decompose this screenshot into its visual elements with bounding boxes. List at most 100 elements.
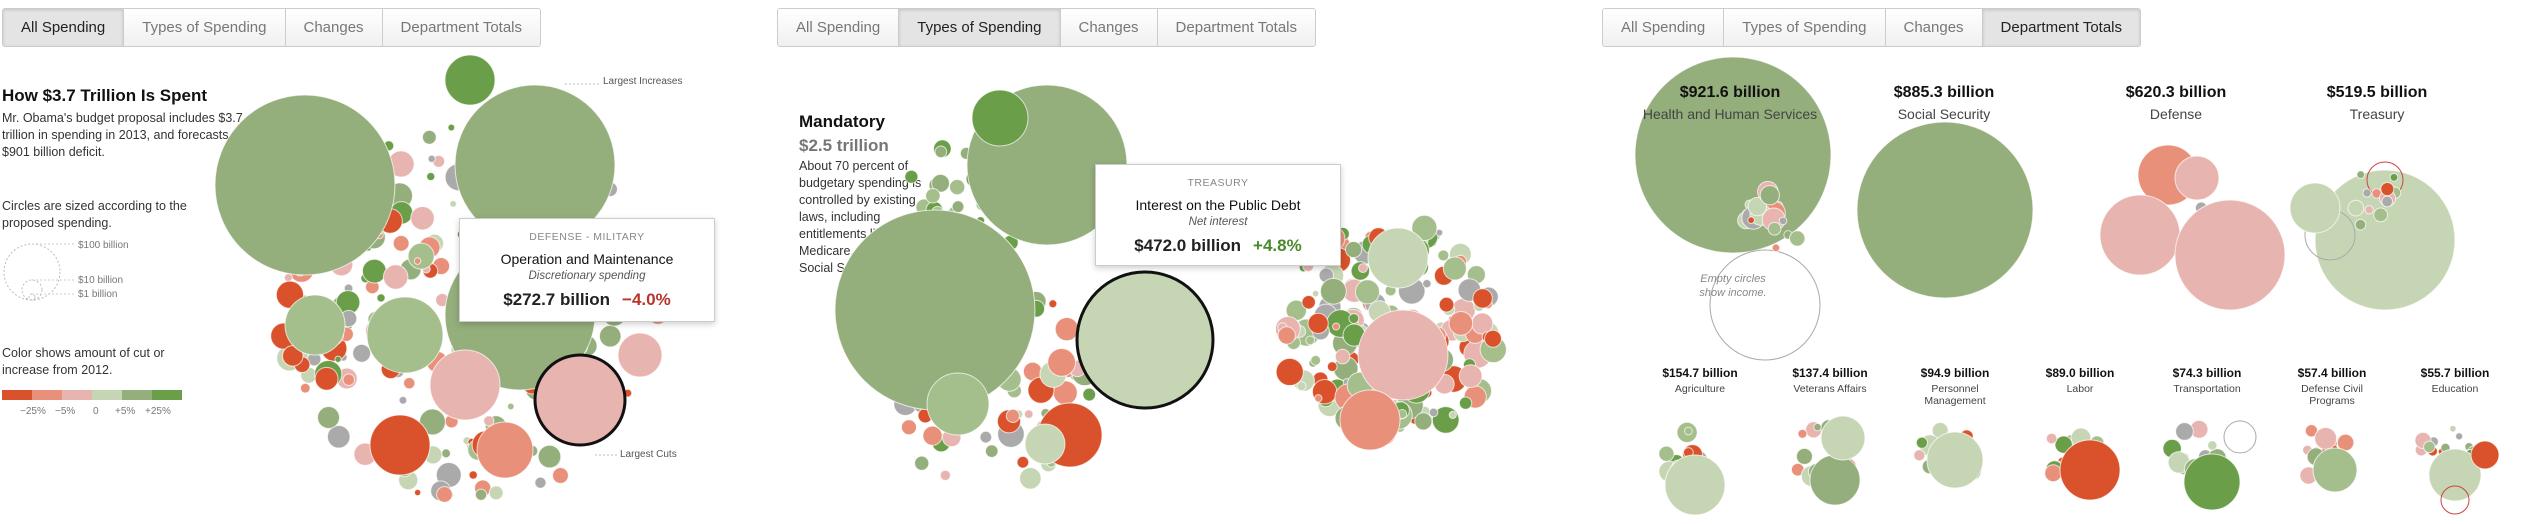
bubble[interactable]	[334, 355, 342, 363]
bubble[interactable]	[2362, 188, 2372, 198]
bubble[interactable]	[413, 488, 422, 497]
bubble[interactable]	[1448, 410, 1457, 420]
bubble[interactable]	[413, 257, 422, 265]
tab-changes[interactable]: Changes	[1060, 9, 1158, 46]
bubble[interactable]	[1277, 326, 1296, 345]
bubble[interactable]	[1348, 313, 1360, 324]
bubble[interactable]	[1054, 317, 1079, 342]
bubble[interactable]	[1082, 387, 1097, 402]
bubble[interactable]	[1344, 240, 1363, 259]
bubble[interactable]	[474, 488, 488, 501]
bubble[interactable]	[436, 486, 453, 503]
bubble[interactable]	[427, 154, 436, 163]
bubble[interactable]	[382, 264, 409, 290]
bubble[interactable]	[398, 395, 408, 405]
tab-types-of-spending[interactable]: Types of Spending	[124, 9, 286, 46]
bubble[interactable]	[429, 349, 501, 421]
bubble[interactable]	[2354, 218, 2367, 231]
bubble[interactable]	[2223, 420, 2257, 454]
bubble[interactable]	[1358, 263, 1368, 274]
bubble[interactable]	[342, 373, 356, 387]
bubble[interactable]	[1024, 423, 1066, 465]
bubble[interactable]	[483, 415, 495, 427]
bubble[interactable]	[410, 205, 435, 231]
bubble[interactable]	[1759, 185, 1780, 206]
bubble[interactable]	[361, 258, 387, 284]
bubble[interactable]	[1437, 249, 1450, 262]
bubble[interactable]	[1820, 415, 1866, 461]
bubble[interactable]	[283, 273, 293, 283]
bubble[interactable]	[934, 145, 948, 159]
bubble[interactable]	[922, 425, 943, 446]
bubble[interactable]	[2207, 440, 2218, 451]
bubble[interactable]	[1926, 431, 1984, 489]
bubble[interactable]	[2455, 432, 2464, 441]
bubble[interactable]	[476, 421, 534, 479]
bubble[interactable]	[1332, 322, 1341, 331]
bubble[interactable]	[1809, 454, 1861, 506]
bubble[interactable]	[2347, 199, 2365, 217]
bubble[interactable]	[407, 242, 435, 270]
bubble[interactable]	[598, 324, 622, 348]
bubble[interactable]	[2183, 453, 2241, 511]
bubble[interactable]	[366, 296, 444, 374]
bubble[interactable]	[979, 430, 993, 444]
bubble[interactable]	[2356, 170, 2366, 179]
bubble[interactable]	[1664, 454, 1726, 516]
tab-types-of-spending[interactable]: Types of Spending	[899, 9, 1061, 46]
bubble[interactable]	[1307, 312, 1329, 334]
bubble[interactable]	[1795, 447, 1813, 465]
bubble[interactable]	[1778, 216, 1788, 226]
bubble[interactable]	[951, 200, 965, 214]
bubble[interactable]	[449, 200, 457, 208]
bubble[interactable]	[1314, 394, 1323, 403]
bubble[interactable]	[1411, 214, 1438, 241]
bubble[interactable]	[617, 332, 663, 378]
bubble[interactable]	[2373, 207, 2389, 223]
bubble[interactable]	[2364, 205, 2374, 215]
bubble[interactable]	[369, 414, 431, 476]
bubble[interactable]	[926, 372, 990, 436]
bubble[interactable]	[1048, 299, 1058, 309]
bubble[interactable]	[1484, 329, 1502, 348]
bubble[interactable]	[447, 123, 456, 132]
bubble[interactable]	[1016, 455, 1030, 469]
bubble[interactable]	[1023, 409, 1034, 419]
bubble[interactable]	[1310, 354, 1322, 366]
bubble[interactable]	[2423, 440, 2436, 454]
bubble[interactable]	[2428, 448, 2482, 502]
bubble[interactable]	[2044, 464, 2063, 483]
bubble[interactable]	[1438, 296, 1455, 313]
bubble-defense-main[interactable]	[2174, 199, 2286, 311]
bubble[interactable]	[1458, 364, 1483, 389]
bubble[interactable]	[1305, 335, 1316, 346]
bubble[interactable]	[317, 406, 341, 429]
bubble[interactable]	[392, 234, 410, 252]
bubble[interactable]	[534, 476, 547, 489]
bubble[interactable]	[444, 54, 496, 106]
bubble[interactable]	[1448, 311, 1474, 336]
bubble[interactable]	[1311, 289, 1320, 298]
bubble[interactable]	[1354, 279, 1381, 305]
bubble[interactable]	[1658, 445, 1675, 462]
bubble[interactable]	[2312, 447, 2358, 493]
bubble[interactable]	[1915, 436, 1929, 449]
bubble[interactable]	[939, 469, 951, 481]
bubble[interactable]	[1789, 230, 1806, 247]
bubble[interactable]	[2380, 182, 2395, 197]
bubble[interactable]	[1301, 295, 1316, 310]
bubble[interactable]	[2470, 440, 2500, 470]
bubble[interactable]	[971, 89, 1029, 147]
bubble[interactable]	[914, 455, 930, 471]
bubble[interactable]	[284, 294, 346, 356]
bubble[interactable]	[1319, 277, 1347, 305]
bubble[interactable]	[488, 485, 504, 501]
bubble[interactable]	[1339, 389, 1401, 451]
bubble[interactable]	[900, 419, 917, 436]
bubble[interactable]	[2314, 426, 2338, 450]
bubble[interactable]	[1357, 309, 1449, 401]
bubble-income[interactable]	[1709, 249, 1821, 361]
tab-all-spending[interactable]: All Spending	[3, 9, 125, 46]
bubble[interactable]	[441, 448, 451, 459]
bubble[interactable]	[1367, 227, 1429, 289]
